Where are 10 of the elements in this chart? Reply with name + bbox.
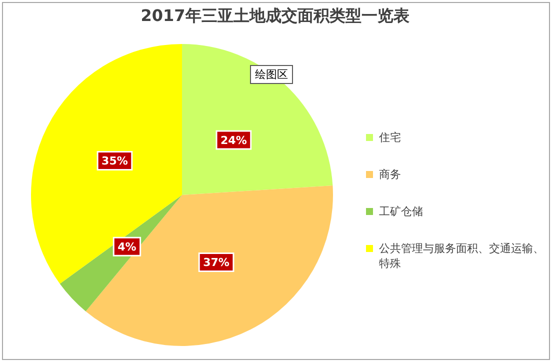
- legend-label: 住宅: [379, 130, 401, 145]
- legend-label: 公共管理与服务面积、交通运输、特殊: [379, 241, 545, 271]
- data-label: 24%: [220, 134, 247, 147]
- text: 绘图区: [250, 65, 293, 84]
- legend-label: 工矿仓储: [379, 204, 423, 219]
- data-label: 37%: [203, 256, 230, 270]
- data-label: 4%: [118, 240, 136, 254]
- data-label: 35%: [102, 154, 128, 168]
- chart-title: 2017年三亚土地成交面积类型一览表: [140, 6, 410, 27]
- legend-label: 商务: [379, 167, 401, 182]
